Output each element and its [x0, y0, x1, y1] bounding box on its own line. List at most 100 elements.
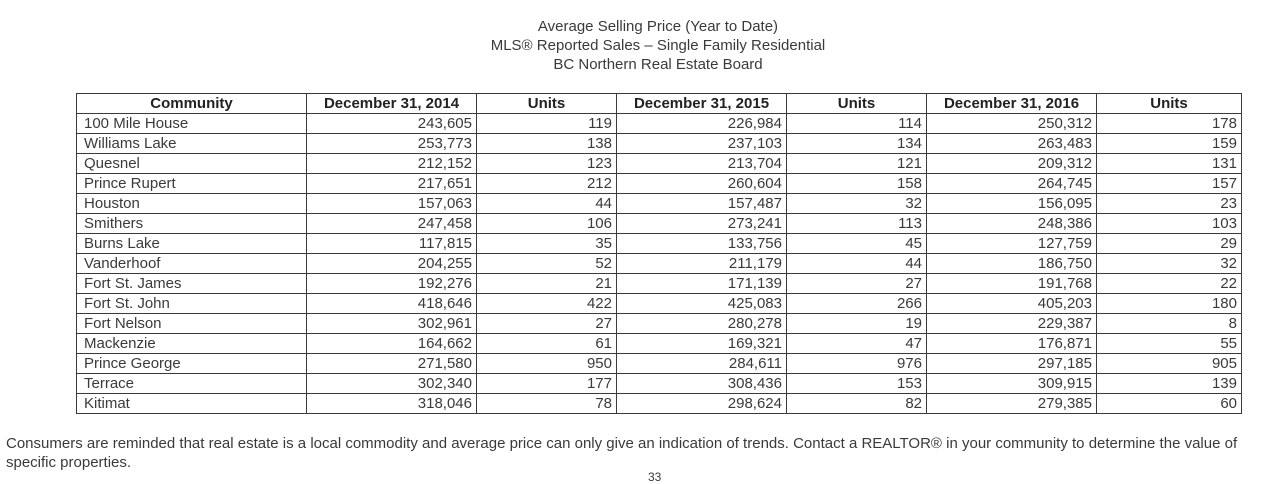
units-2014-cell: 27	[476, 313, 617, 334]
table-body: 100 Mile House 243,605 119 226,984 114 250,31…	[76, 113, 1242, 414]
community-cell: Houston	[76, 193, 307, 214]
units-2016-cell: 131	[1096, 153, 1242, 174]
price-2016-cell: 209,312	[926, 153, 1097, 174]
table-row: Smithers 247,458 106 273,241 113 248,386 103	[76, 213, 1242, 234]
community-cell: Smithers	[76, 213, 307, 234]
price-2015-cell: 308,436	[616, 373, 787, 394]
units-2016-cell: 55	[1096, 333, 1242, 354]
community-cell: Prince George	[76, 353, 307, 374]
report-subtitle: MLS® Reported Sales – Single Family Resi…	[490, 37, 826, 54]
table-header-row: Community December 31, 2014 Units Decemb…	[76, 93, 1242, 114]
units-2015-cell: 153	[786, 373, 927, 394]
price-2016-cell: 279,385	[926, 393, 1097, 414]
price-2015-cell: 213,704	[616, 153, 787, 174]
column-header-dec-2014: December 31, 2014	[306, 93, 477, 114]
price-2014-cell: 418,646	[306, 293, 477, 314]
price-2016-cell: 405,203	[926, 293, 1097, 314]
page-number: 33	[648, 470, 662, 484]
units-2015-cell: 44	[786, 253, 927, 274]
community-cell: Williams Lake	[76, 133, 307, 154]
average-price-table: Community December 31, 2014 Units Decemb…	[76, 93, 1242, 414]
community-cell: Fort St. John	[76, 293, 307, 314]
price-2016-cell: 229,387	[926, 313, 1097, 334]
table-row: 100 Mile House 243,605 119 226,984 114 250,31…	[76, 113, 1242, 134]
report-title: Average Selling Price (Year to Date)	[537, 18, 779, 35]
price-2015-cell: 298,624	[616, 393, 787, 414]
price-2014-cell: 302,961	[306, 313, 477, 334]
table-row: Prince George 271,580 950 284,611 976 297,185…	[76, 353, 1242, 374]
table-row: Kitimat 318,046 78 298,624 82 279,385 60	[76, 393, 1242, 414]
price-2014-cell: 318,046	[306, 393, 477, 414]
price-2016-cell: 186,750	[926, 253, 1097, 274]
price-2016-cell: 309,915	[926, 373, 1097, 394]
column-header-units-2016: Units	[1096, 93, 1242, 114]
table-row: Burns Lake 117,815 35 133,756 45 127,759 29	[76, 233, 1242, 254]
price-2015-cell: 169,321	[616, 333, 787, 354]
price-2014-cell: 271,580	[306, 353, 477, 374]
table-row: Williams Lake 253,773 138 237,103 134 263,483…	[76, 133, 1242, 154]
community-cell: Mackenzie	[76, 333, 307, 354]
units-2014-cell: 119	[476, 113, 617, 134]
community-cell: Kitimat	[76, 393, 307, 414]
price-2015-cell: 273,241	[616, 213, 787, 234]
community-cell: 100 Mile House	[76, 113, 307, 134]
table-row: Terrace 302,340 177 308,436 153 309,915 139	[76, 373, 1242, 394]
column-header-units-2015: Units	[786, 93, 927, 114]
price-2014-cell: 243,605	[306, 113, 477, 134]
community-cell: Fort Nelson	[76, 313, 307, 334]
price-2015-cell: 425,083	[616, 293, 787, 314]
price-2014-cell: 204,255	[306, 253, 477, 274]
price-2014-cell: 253,773	[306, 133, 477, 154]
price-2015-cell: 237,103	[616, 133, 787, 154]
units-2014-cell: 52	[476, 253, 617, 274]
units-2016-cell: 139	[1096, 373, 1242, 394]
community-cell: Burns Lake	[76, 233, 307, 254]
table-row: Quesnel 212,152 123 213,704 121 209,312 131	[76, 153, 1242, 174]
price-2016-cell: 264,745	[926, 173, 1097, 194]
board-name: BC Northern Real Estate Board	[553, 56, 763, 73]
units-2015-cell: 27	[786, 273, 927, 294]
price-2016-cell: 156,095	[926, 193, 1097, 214]
units-2016-cell: 8	[1096, 313, 1242, 334]
table-row: Vanderhoof 204,255 52 211,179 44 186,750 32	[76, 253, 1242, 274]
community-cell: Quesnel	[76, 153, 307, 174]
units-2014-cell: 61	[476, 333, 617, 354]
price-2014-cell: 117,815	[306, 233, 477, 254]
units-2014-cell: 35	[476, 233, 617, 254]
price-2016-cell: 176,871	[926, 333, 1097, 354]
units-2014-cell: 422	[476, 293, 617, 314]
price-2016-cell: 248,386	[926, 213, 1097, 234]
units-2015-cell: 82	[786, 393, 927, 414]
report-heading: Average Selling Price (Year to Date) MLS…	[0, 17, 1274, 74]
units-2014-cell: 177	[476, 373, 617, 394]
units-2016-cell: 23	[1096, 193, 1242, 214]
column-header-dec-2016: December 31, 2016	[926, 93, 1097, 114]
price-2014-cell: 157,063	[306, 193, 477, 214]
units-2014-cell: 123	[476, 153, 617, 174]
units-2015-cell: 45	[786, 233, 927, 254]
units-2014-cell: 106	[476, 213, 617, 234]
price-2016-cell: 191,768	[926, 273, 1097, 294]
units-2016-cell: 178	[1096, 113, 1242, 134]
units-2015-cell: 114	[786, 113, 927, 134]
table-row: Fort St. John 418,646 422 425,083 266 405,203…	[76, 293, 1242, 314]
price-2015-cell: 211,179	[616, 253, 787, 274]
units-2015-cell: 134	[786, 133, 927, 154]
units-2016-cell: 103	[1096, 213, 1242, 234]
units-2015-cell: 158	[786, 173, 927, 194]
units-2016-cell: 29	[1096, 233, 1242, 254]
column-header-units-2014: Units	[476, 93, 617, 114]
units-2016-cell: 60	[1096, 393, 1242, 414]
price-2016-cell: 127,759	[926, 233, 1097, 254]
table-row: Prince Rupert 217,651 212 260,604 158 264,745…	[76, 173, 1242, 194]
units-2015-cell: 976	[786, 353, 927, 374]
column-header-community: Community	[76, 93, 307, 114]
units-2015-cell: 47	[786, 333, 927, 354]
units-2014-cell: 138	[476, 133, 617, 154]
price-2014-cell: 212,152	[306, 153, 477, 174]
column-header-dec-2015: December 31, 2015	[616, 93, 787, 114]
price-2016-cell: 297,185	[926, 353, 1097, 374]
community-cell: Prince Rupert	[76, 173, 307, 194]
units-2015-cell: 266	[786, 293, 927, 314]
price-2014-cell: 302,340	[306, 373, 477, 394]
